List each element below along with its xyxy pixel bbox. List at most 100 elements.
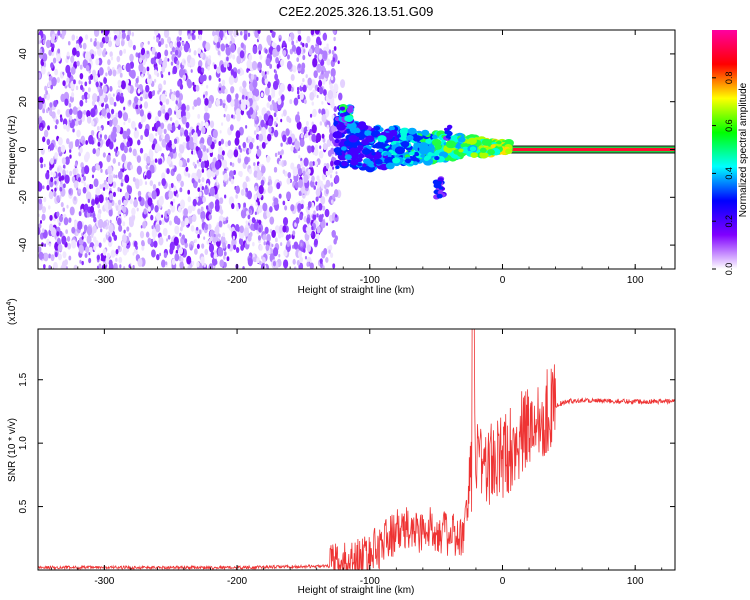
spectrogram-y-tick-label: -20 bbox=[18, 190, 29, 205]
colorbar-tick-label: 0.0 bbox=[724, 263, 734, 276]
signal-blob bbox=[418, 136, 424, 140]
noise-blob bbox=[264, 226, 269, 234]
noise-blob bbox=[185, 135, 190, 143]
noise-blob bbox=[282, 49, 287, 57]
noise-blob bbox=[87, 93, 91, 99]
noise-blob bbox=[72, 128, 75, 133]
noise-blob bbox=[222, 159, 228, 169]
noise-blob bbox=[64, 259, 68, 266]
noise-blob bbox=[269, 228, 273, 234]
signal-blob bbox=[421, 129, 430, 136]
noise-blob bbox=[62, 207, 66, 212]
snr-x-tick-label: 0 bbox=[500, 576, 506, 587]
noise-blob bbox=[140, 42, 144, 48]
noise-blob bbox=[164, 49, 169, 57]
noise-blob bbox=[247, 257, 253, 267]
signal-blob bbox=[424, 155, 431, 161]
noise-blob bbox=[291, 44, 297, 52]
noise-blob bbox=[38, 34, 42, 42]
noise-blob bbox=[237, 68, 241, 75]
noise-blob bbox=[57, 137, 63, 146]
noise-blob bbox=[123, 229, 126, 234]
noise-blob bbox=[266, 234, 271, 243]
noise-blob bbox=[149, 148, 152, 153]
noise-blob bbox=[198, 60, 203, 68]
noise-blob bbox=[165, 43, 168, 49]
noise-blob bbox=[218, 30, 224, 39]
noise-blob bbox=[278, 38, 281, 42]
noise-blob bbox=[274, 121, 277, 126]
noise-blob bbox=[244, 156, 249, 165]
noise-blob bbox=[201, 185, 205, 191]
noise-blob bbox=[107, 202, 112, 210]
noise-blob bbox=[185, 121, 190, 129]
noise-blob bbox=[149, 180, 154, 187]
signal-blob bbox=[408, 151, 415, 156]
noise-blob bbox=[200, 52, 204, 59]
noise-blob bbox=[59, 186, 63, 192]
noise-blob bbox=[251, 60, 258, 71]
spectrogram-x-tick-label: -300 bbox=[94, 275, 114, 286]
noise-blob bbox=[160, 122, 165, 130]
noise-blob bbox=[170, 182, 174, 189]
noise-blob bbox=[243, 202, 247, 208]
noise-blob bbox=[99, 127, 102, 132]
noise-blob bbox=[193, 50, 197, 56]
noise-blob bbox=[73, 180, 79, 189]
noise-blob bbox=[264, 86, 270, 96]
signal-band-core bbox=[509, 148, 675, 151]
noise-blob bbox=[159, 197, 164, 205]
noise-blob bbox=[87, 198, 91, 204]
signal-blob bbox=[469, 146, 477, 152]
noise-blob bbox=[139, 147, 144, 154]
noise-blob bbox=[119, 188, 122, 193]
noise-blob bbox=[38, 122, 44, 132]
signal-blob bbox=[427, 152, 433, 157]
noise-blob bbox=[272, 80, 279, 91]
noise-blob bbox=[165, 261, 168, 266]
noise-blob bbox=[207, 66, 210, 71]
signal-blob bbox=[385, 162, 395, 170]
noise-blob bbox=[76, 50, 80, 58]
noise-blob bbox=[71, 239, 77, 249]
noise-blob bbox=[88, 257, 92, 264]
noise-blob bbox=[205, 205, 209, 210]
noise-blob bbox=[71, 226, 76, 234]
noise-blob bbox=[235, 93, 239, 100]
noise-blob bbox=[226, 94, 232, 103]
noise-blob bbox=[95, 187, 101, 196]
noise-blob bbox=[229, 226, 232, 231]
noise-blob bbox=[300, 203, 304, 210]
noise-blob bbox=[70, 66, 76, 75]
noise-blob bbox=[86, 189, 89, 193]
noise-blob bbox=[120, 182, 124, 187]
noise-blob bbox=[136, 165, 142, 175]
noise-blob bbox=[187, 189, 191, 195]
noise-blob bbox=[247, 135, 250, 140]
noise-blob bbox=[297, 203, 302, 212]
noise-blob bbox=[102, 187, 106, 191]
signal-blob bbox=[360, 121, 365, 125]
signal-blob bbox=[377, 135, 387, 143]
noise-blob bbox=[328, 249, 331, 254]
noise-blob bbox=[292, 230, 296, 236]
noise-blob bbox=[262, 202, 268, 212]
noise-blob bbox=[278, 193, 282, 199]
noise-blob bbox=[280, 142, 283, 147]
noise-blob bbox=[203, 263, 206, 268]
noise-blob bbox=[166, 168, 170, 175]
noise-blob bbox=[69, 148, 72, 153]
noise-blob bbox=[63, 91, 70, 102]
spectrogram-x-ticks: -300 -200 -100 0 100 bbox=[50, 30, 663, 286]
noise-blob bbox=[138, 63, 144, 73]
noise-blob bbox=[135, 182, 140, 190]
noise-blob bbox=[62, 169, 66, 176]
noise-blob bbox=[151, 190, 157, 200]
signal-blob bbox=[505, 148, 513, 155]
noise-blob bbox=[58, 222, 61, 226]
noise-blob bbox=[151, 225, 154, 230]
noise-blob bbox=[78, 36, 83, 44]
noise-blob bbox=[176, 173, 182, 182]
noise-blob bbox=[333, 46, 337, 51]
noise-blob bbox=[53, 159, 57, 165]
